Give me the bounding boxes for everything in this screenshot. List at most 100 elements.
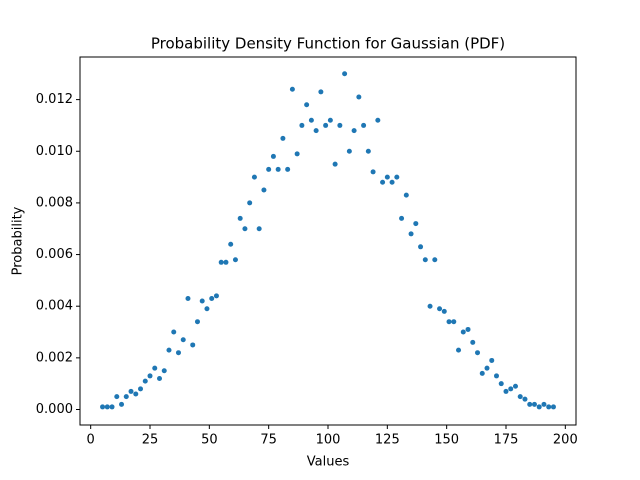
point	[318, 89, 324, 95]
point	[213, 293, 219, 299]
x-tick-label: 175	[494, 433, 519, 448]
point	[204, 306, 210, 312]
point	[190, 342, 196, 348]
point	[451, 319, 457, 325]
point	[465, 326, 471, 332]
point	[128, 388, 134, 394]
point	[498, 381, 504, 387]
point	[413, 221, 419, 227]
point	[408, 231, 414, 237]
point	[337, 122, 343, 128]
point	[261, 187, 267, 193]
point	[550, 404, 556, 410]
point	[289, 86, 295, 92]
point	[152, 365, 158, 371]
y-tick-label: 0.004	[36, 299, 73, 314]
point	[489, 357, 495, 363]
point	[437, 306, 443, 312]
point	[119, 401, 125, 407]
point	[399, 215, 405, 221]
point	[175, 350, 181, 356]
x-tick-label: 100	[316, 433, 341, 448]
point	[138, 386, 144, 392]
x-axis-label: Values	[307, 455, 350, 470]
point	[100, 404, 106, 410]
point	[270, 153, 276, 159]
y-tick-label: 0.002	[36, 350, 73, 365]
point	[361, 122, 367, 128]
point	[479, 370, 485, 376]
point	[147, 373, 153, 379]
point	[365, 148, 371, 154]
point	[370, 169, 376, 175]
point	[313, 128, 319, 134]
point	[285, 166, 291, 172]
point	[351, 128, 357, 134]
point	[304, 102, 310, 108]
y-axis-label: Probability	[11, 206, 26, 275]
point	[308, 117, 314, 123]
x-tick-label: 150	[434, 433, 459, 448]
point	[375, 117, 381, 123]
point	[470, 339, 476, 345]
point	[522, 396, 528, 402]
point	[166, 347, 172, 353]
point	[266, 166, 272, 172]
point	[256, 226, 262, 232]
y-tick-label: 0.000	[36, 402, 73, 417]
point	[242, 226, 248, 232]
point	[517, 394, 523, 400]
point	[541, 401, 547, 407]
x-tick-label: 0	[87, 433, 95, 448]
point	[531, 401, 537, 407]
point	[422, 257, 428, 263]
point	[104, 404, 110, 410]
point	[327, 117, 333, 123]
point	[199, 298, 205, 304]
point	[380, 179, 386, 185]
point	[275, 166, 281, 172]
point	[346, 148, 352, 154]
point	[251, 174, 257, 180]
point	[512, 383, 518, 389]
y-tick-label: 0.012	[36, 92, 73, 107]
point	[247, 200, 253, 206]
point	[446, 319, 452, 325]
chart-title: Probability Density Function for Gaussia…	[151, 35, 505, 53]
point	[209, 295, 215, 301]
point	[180, 337, 186, 343]
x-tick-label: 75	[260, 433, 277, 448]
point	[342, 71, 348, 77]
point	[456, 347, 462, 353]
point	[332, 161, 338, 167]
point	[232, 257, 238, 263]
point	[323, 122, 329, 128]
x-tick-label: 200	[553, 433, 578, 448]
point	[493, 373, 499, 379]
point	[508, 386, 514, 392]
point	[161, 368, 167, 374]
point	[218, 259, 224, 265]
point	[299, 122, 305, 128]
y-tick-label: 0.008	[36, 195, 73, 210]
point	[427, 303, 433, 309]
point	[394, 174, 400, 180]
x-tick-label: 50	[201, 433, 218, 448]
point	[194, 319, 200, 325]
point	[123, 394, 129, 400]
point	[475, 350, 481, 356]
point	[441, 308, 447, 314]
point	[418, 244, 424, 250]
y-tick-label: 0.006	[36, 247, 73, 262]
point	[157, 376, 163, 382]
point	[403, 192, 409, 198]
x-tick-label: 25	[142, 433, 159, 448]
point	[237, 215, 243, 221]
point	[389, 179, 395, 185]
point	[503, 388, 509, 394]
point	[384, 174, 390, 180]
point	[109, 404, 115, 410]
point	[185, 295, 191, 301]
point	[171, 329, 177, 335]
